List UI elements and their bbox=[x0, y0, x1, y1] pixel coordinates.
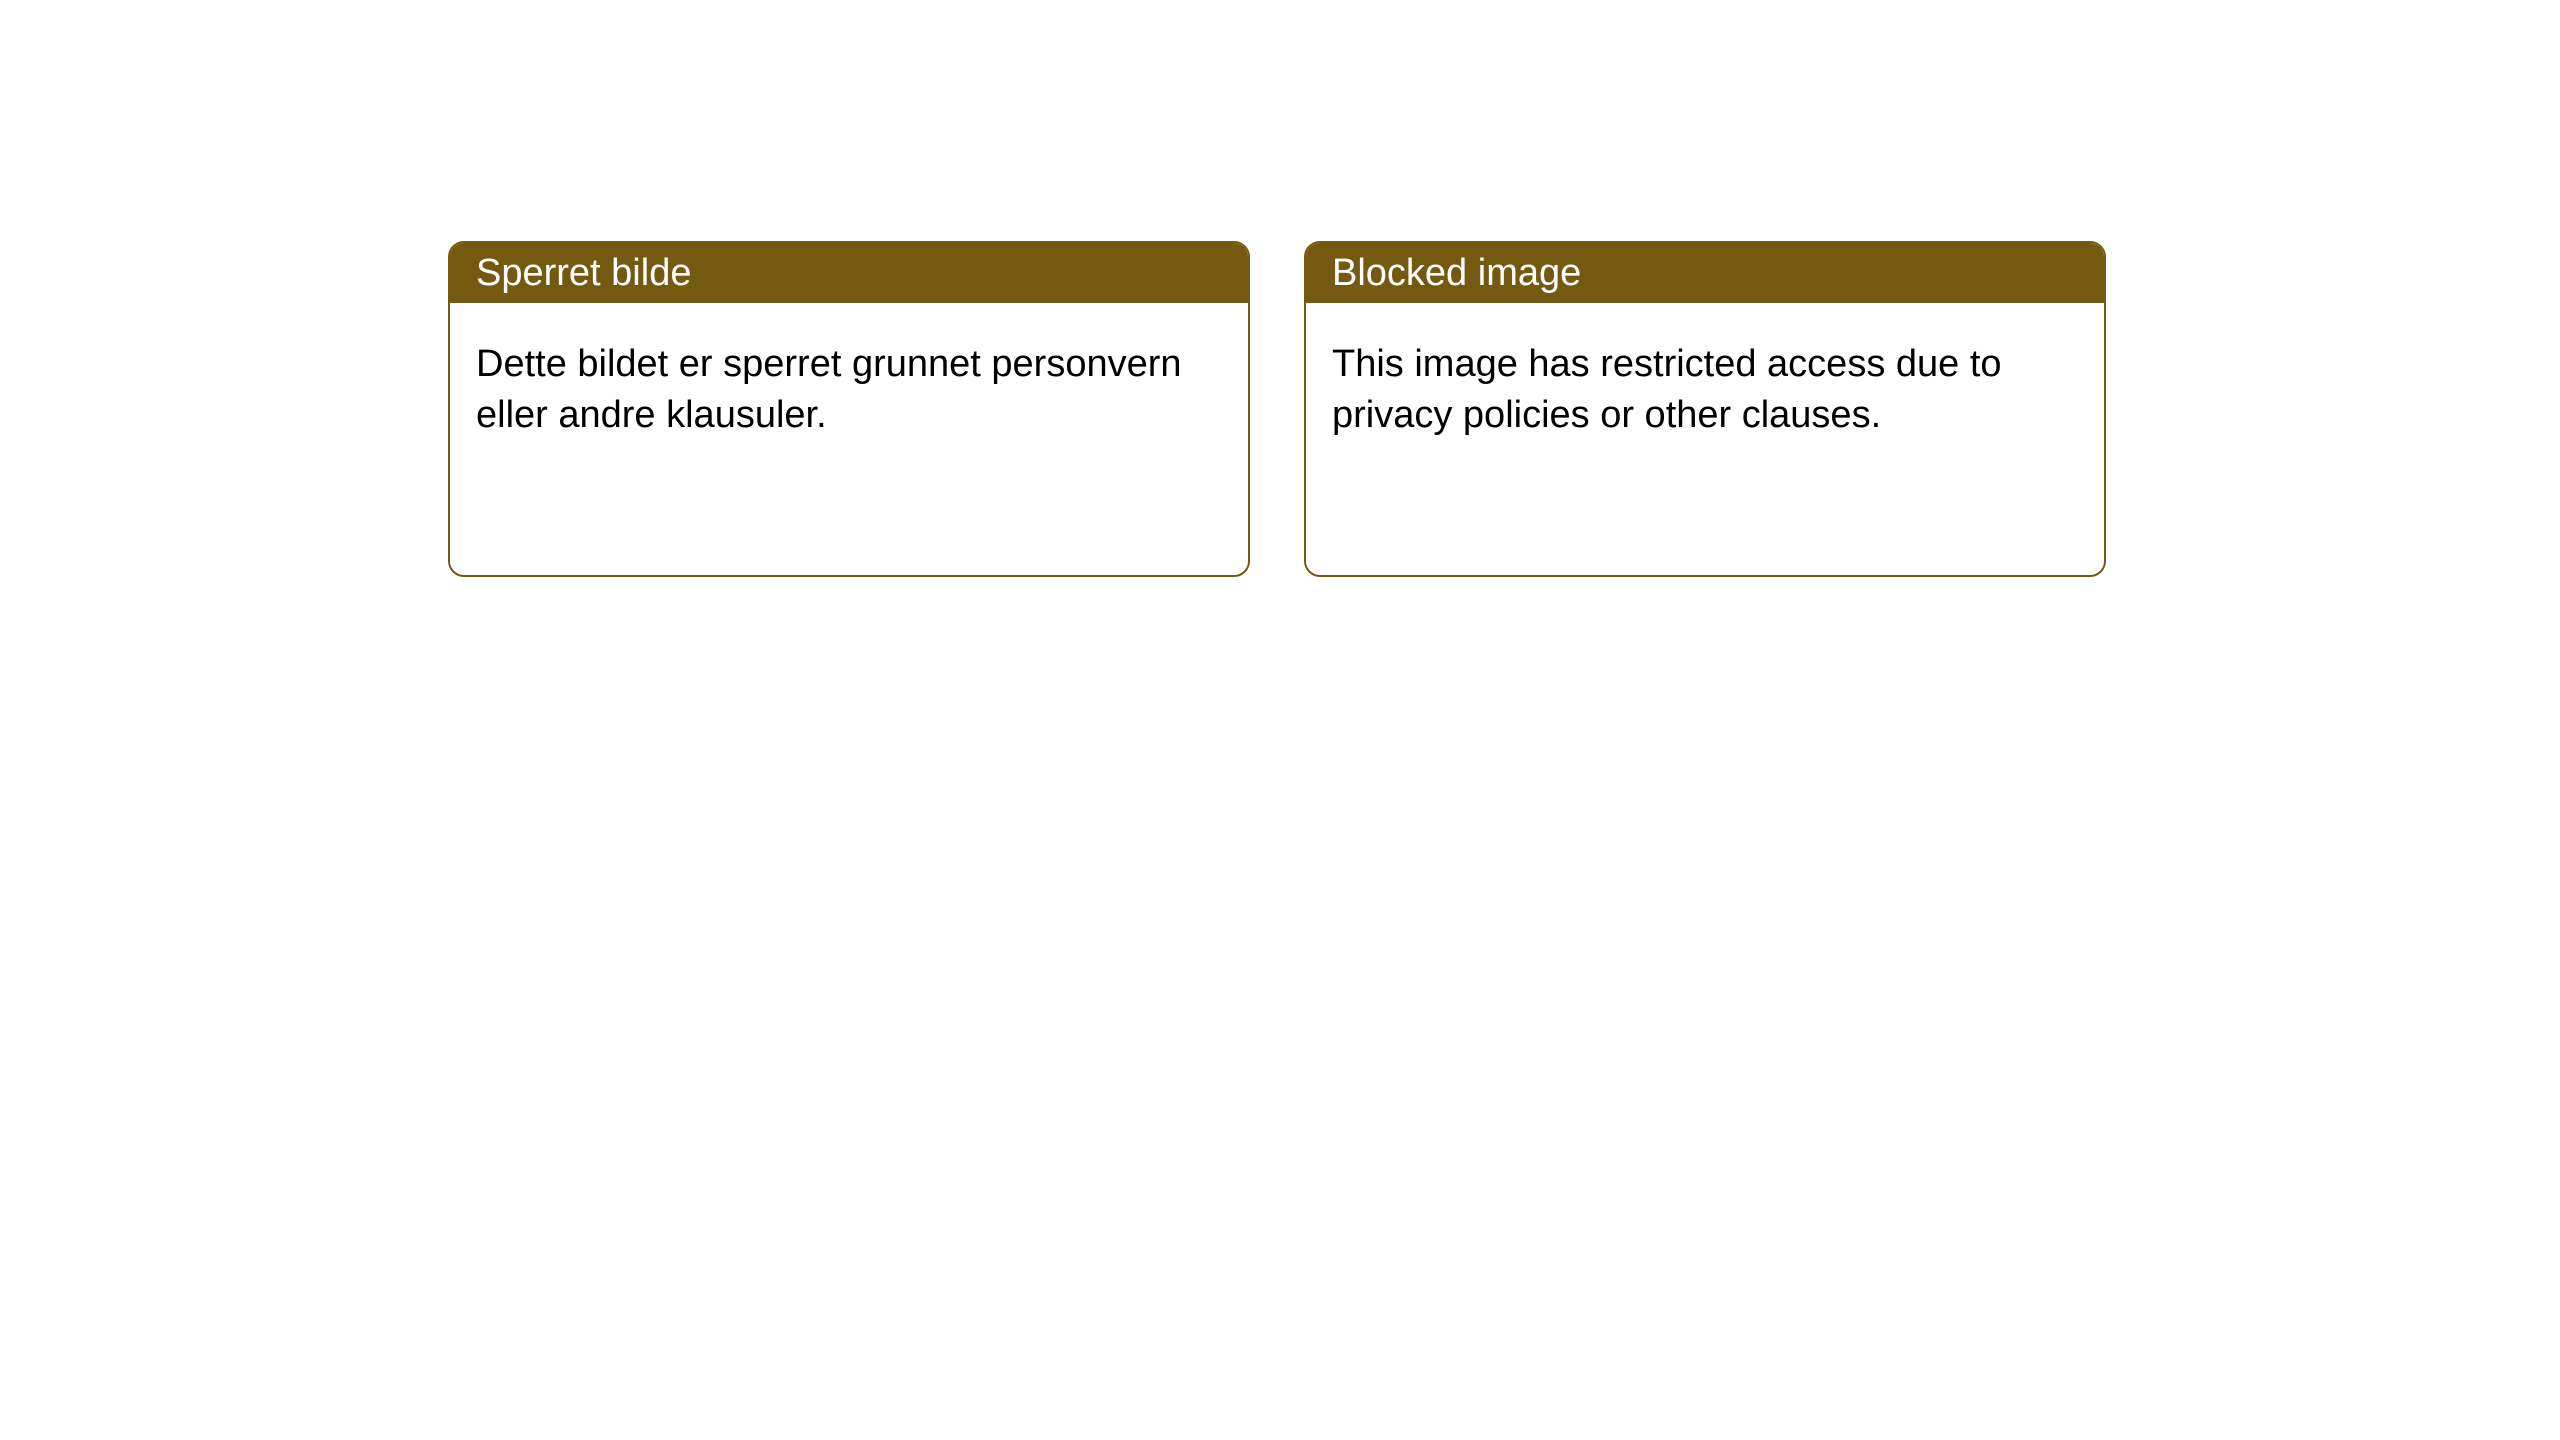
notice-card-en: Blocked image This image has restricted … bbox=[1304, 241, 2106, 577]
notice-card-body: This image has restricted access due to … bbox=[1306, 303, 2104, 478]
notice-card-no: Sperret bilde Dette bildet er sperret gr… bbox=[448, 241, 1250, 577]
notice-card-title: Blocked image bbox=[1306, 243, 2104, 303]
notice-card-title: Sperret bilde bbox=[450, 243, 1248, 303]
notice-card-body: Dette bildet er sperret grunnet personve… bbox=[450, 303, 1248, 478]
notice-container: Sperret bilde Dette bildet er sperret gr… bbox=[448, 241, 2106, 577]
